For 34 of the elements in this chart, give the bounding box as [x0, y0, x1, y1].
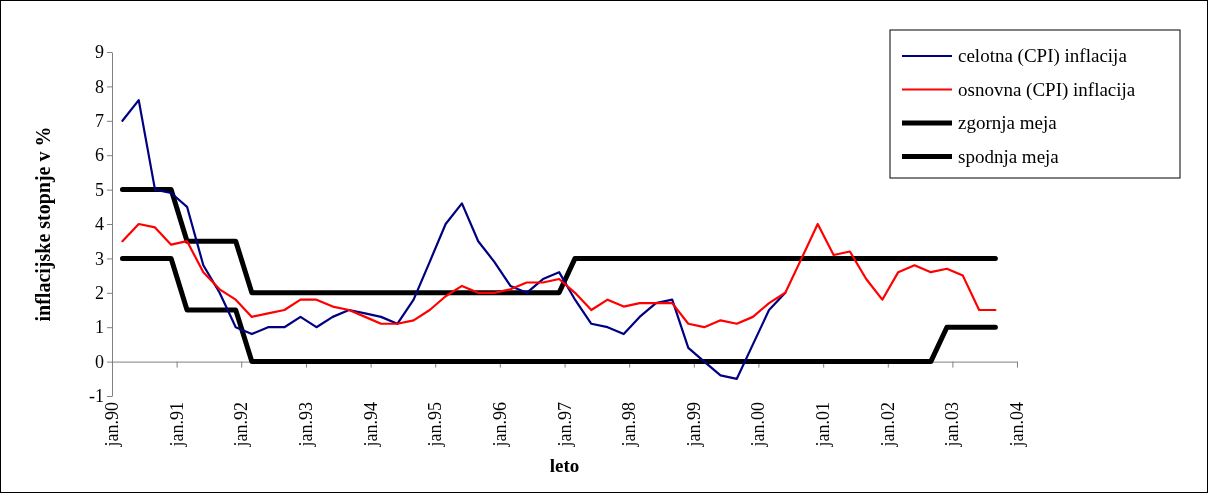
legend-label: spodnja meja [958, 145, 1060, 167]
x-tick-label: jan.04 [1007, 402, 1027, 448]
x-tick-label: jan.95 [425, 402, 446, 448]
x-tick-label: jan.90 [102, 402, 122, 448]
y-tick-label: 2 [95, 283, 104, 304]
x-tick-label: jan.96 [489, 402, 510, 448]
x-tick-label: jan.93 [295, 402, 316, 448]
y-tick-label: 6 [95, 145, 104, 166]
y-tick-label: 9 [95, 42, 104, 63]
legend-label: celotna (CPI) inflacija [958, 45, 1128, 67]
x-tick-label: jan.92 [231, 402, 252, 448]
line-series [121, 222, 997, 329]
y-tick-label: 8 [95, 76, 104, 97]
y-tick-label: 0 [95, 351, 104, 372]
x-tick-label: jan.94 [360, 402, 381, 448]
y-tick-label: 7 [95, 111, 104, 132]
x-tick-label: jan.01 [813, 402, 834, 448]
legend-label: osnovna (CPI) inflacija [958, 78, 1136, 101]
y-tick-label: 3 [95, 248, 104, 269]
y-tick-label: 4 [95, 214, 104, 235]
y-tick-label: 5 [95, 179, 104, 200]
x-tick-label: jan.99 [683, 402, 704, 448]
x-tick-label: jan.98 [619, 402, 640, 448]
x-axis-title: leto [549, 455, 580, 476]
x-tick-label: jan.02 [877, 402, 898, 448]
y-tick-label: -1 [89, 386, 104, 407]
line-series [121, 99, 787, 380]
x-tick-label: jan.97 [554, 402, 575, 448]
legend-label: zgornja meja [958, 112, 1058, 133]
y-axis-title: inflacijske stopnje v % [32, 126, 55, 322]
x-tick-label: jan.00 [748, 402, 769, 448]
x-tick-label: jan.03 [942, 402, 963, 448]
x-tick-label: jan.91 [166, 402, 187, 448]
y-tick-label: 1 [95, 317, 104, 338]
